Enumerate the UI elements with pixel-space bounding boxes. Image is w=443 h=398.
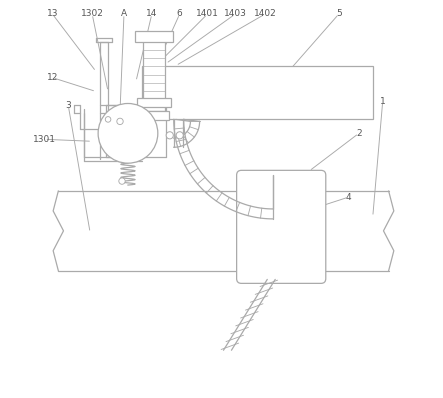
Text: 12: 12 (47, 73, 58, 82)
Text: 3: 3 (66, 101, 71, 110)
Circle shape (105, 117, 111, 122)
Text: A: A (121, 10, 127, 18)
Bar (135, 31, 173, 42)
Text: 5: 5 (336, 10, 342, 18)
Text: 1402: 1402 (254, 10, 277, 18)
Circle shape (119, 178, 125, 184)
FancyBboxPatch shape (237, 170, 326, 283)
Text: 6: 6 (177, 10, 183, 18)
Bar (142, 66, 373, 119)
Text: 1401: 1401 (196, 10, 219, 18)
Circle shape (176, 132, 183, 139)
Text: 14: 14 (146, 10, 158, 18)
Bar (139, 111, 169, 120)
Text: 13: 13 (47, 10, 58, 18)
Text: 2: 2 (356, 129, 361, 138)
Text: 1: 1 (380, 97, 385, 106)
Text: 1403: 1403 (224, 10, 247, 18)
Text: 1302: 1302 (81, 10, 104, 18)
Circle shape (166, 132, 173, 139)
Circle shape (98, 103, 158, 163)
Circle shape (117, 118, 123, 125)
Bar (143, 38, 165, 111)
Text: 4: 4 (346, 193, 352, 201)
Text: 1301: 1301 (33, 135, 56, 144)
Bar (136, 98, 171, 107)
